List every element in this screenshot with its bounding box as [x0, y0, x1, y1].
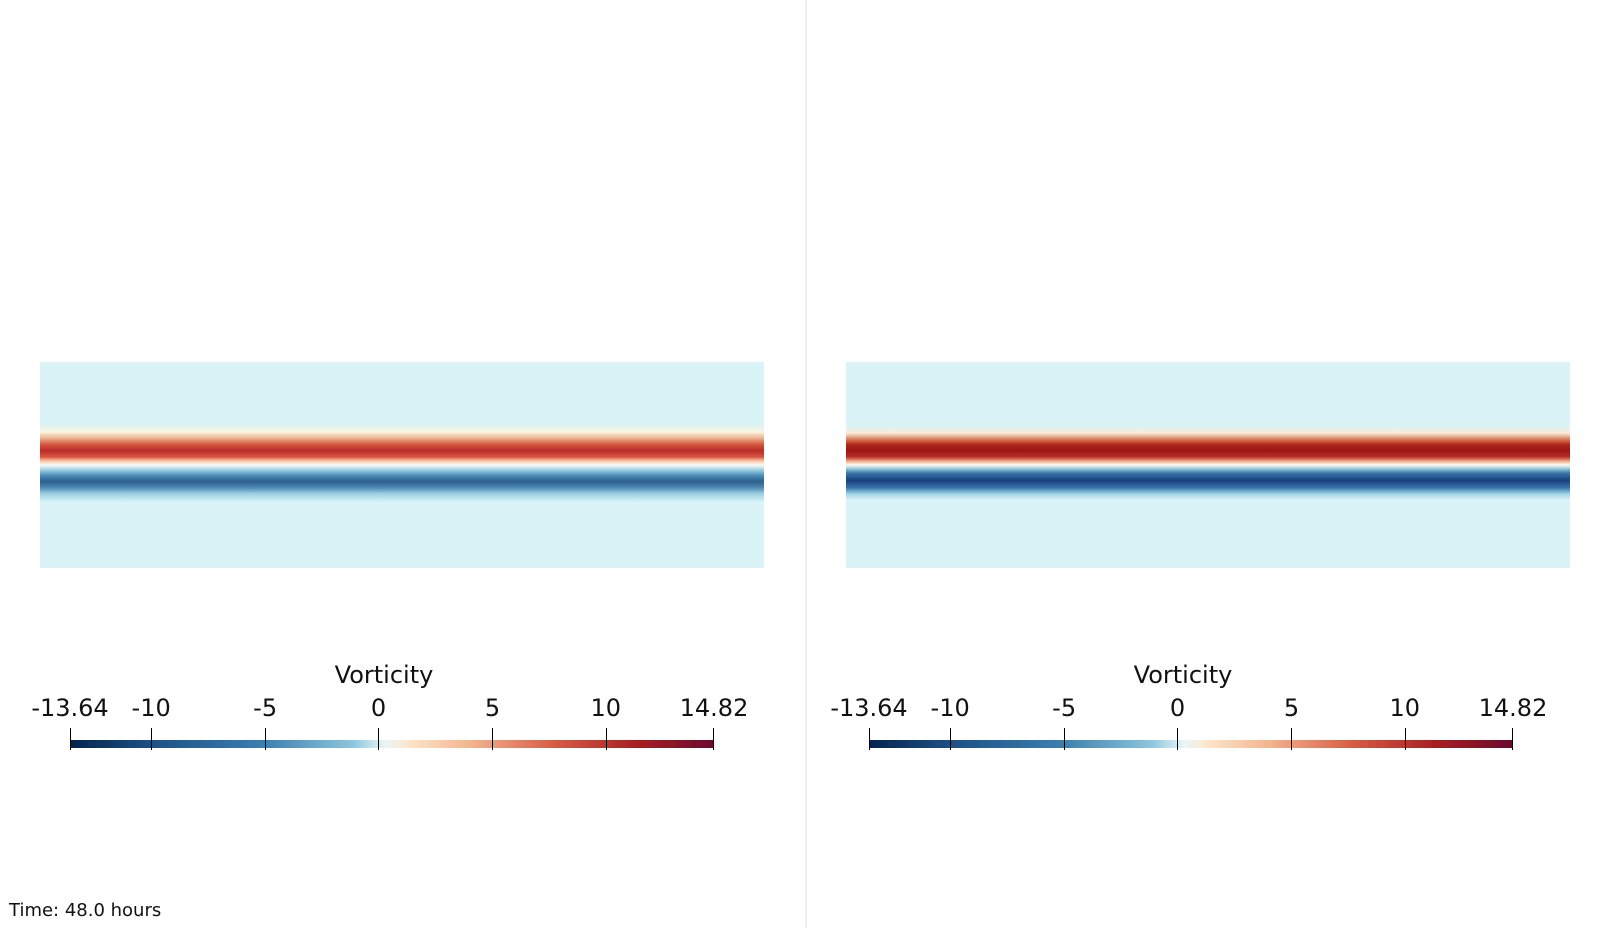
tick-mark — [492, 728, 494, 750]
tick-mark — [950, 728, 952, 750]
tick-mark — [605, 728, 607, 750]
tick-mark — [265, 728, 267, 750]
colorbar-scale: -13.64 -10 -5 0 5 10 14.82 — [31, 694, 748, 750]
tick-label: -10 — [131, 694, 171, 722]
tick-label: -10 — [930, 694, 970, 722]
colorbar-title: Vorticity — [334, 661, 434, 689]
tick-label-max: 14.82 — [679, 694, 749, 722]
tick-label: 5 — [484, 694, 501, 722]
vorticity-field-left-svg — [40, 362, 764, 568]
tick-label-max: 14.82 — [1478, 694, 1548, 722]
tick-mark — [1511, 728, 1513, 750]
vorticity-field-right — [846, 362, 1570, 568]
colorbar-gradient — [70, 740, 714, 748]
colorbar-scale: -13.64 -10 -5 0 5 10 14.82 — [830, 694, 1547, 750]
viewport-divider[interactable] — [805, 0, 807, 928]
tick-mark — [1291, 728, 1293, 750]
tick-mark — [378, 728, 380, 750]
tick-mark — [1177, 728, 1179, 750]
tick-mark — [1404, 728, 1406, 750]
tick-mark — [712, 728, 714, 750]
tick-mark — [151, 728, 153, 750]
vorticity-field-right-svg — [846, 362, 1570, 568]
colorbar-title: Vorticity — [1133, 661, 1233, 689]
tick-label-min: -13.64 — [31, 694, 109, 722]
time-label: Time: 48.0 hours — [9, 900, 162, 921]
tick-label-min: -13.64 — [830, 694, 908, 722]
tick-label: -5 — [253, 694, 278, 722]
tick-mark — [869, 728, 870, 750]
vorticity-bands-right — [846, 362, 1570, 568]
tick-mark — [70, 728, 71, 750]
colorbar-left: Vorticity -13.64 -10 -5 0 5 10 14.82 — [31, 660, 748, 750]
colorbar-gradient — [869, 740, 1513, 748]
tick-label: 0 — [370, 694, 387, 722]
tick-label: 10 — [1389, 694, 1421, 722]
tick-label: 10 — [590, 694, 622, 722]
tick-label: 5 — [1283, 694, 1300, 722]
vorticity-field-left — [40, 362, 764, 568]
right-viewport[interactable]: Vorticity -13.64 -10 -5 0 5 10 14.82 — [807, 0, 1603, 928]
vorticity-bands-left — [40, 362, 764, 568]
left-viewport[interactable]: Vorticity -13.64 -10 -5 0 5 10 14.82 Tim… — [0, 0, 805, 928]
colorbar-right: Vorticity -13.64 -10 -5 0 5 10 14.82 — [830, 660, 1547, 750]
tick-mark — [1064, 728, 1066, 750]
tick-label: 0 — [1169, 694, 1186, 722]
tick-label: -5 — [1052, 694, 1077, 722]
